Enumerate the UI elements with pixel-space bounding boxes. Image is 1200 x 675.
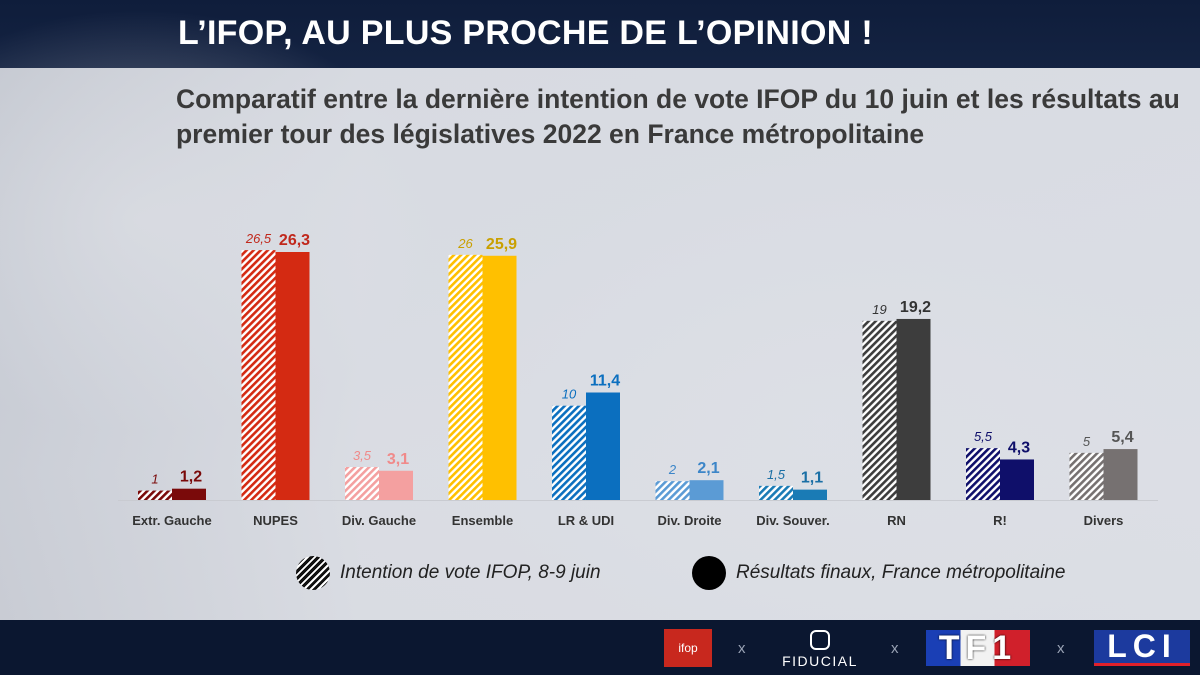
- data-label-ifop: 1,5: [767, 467, 786, 482]
- page-title: L’IFOP, AU PLUS PROCHE DE L’OPINION !: [178, 14, 873, 52]
- bar-final-result: [172, 488, 206, 500]
- fiducial-logo-text: FIDUCIAL: [782, 652, 858, 669]
- hatched-swatch-icon: [296, 556, 330, 590]
- category-label: NUPES: [253, 513, 298, 528]
- category-label: Ensemble: [452, 513, 513, 528]
- legend-label-final: Résultats finaux, France métropolitaine: [736, 562, 1066, 583]
- data-label-final: 11,4: [590, 373, 620, 390]
- category-label: Div. Droite: [657, 513, 721, 528]
- legend-item-final: Résultats finaux, France métropolitaine: [692, 556, 1066, 590]
- data-label-final: 26,3: [279, 232, 310, 249]
- data-label-final: 5,4: [1111, 429, 1133, 446]
- bar-ifop-intention: [1069, 452, 1104, 500]
- bar-final-result: [275, 252, 310, 500]
- data-label-final: 19,2: [900, 299, 931, 316]
- category-label: LR & UDI: [558, 513, 614, 528]
- data-label-final: 4,3: [1008, 439, 1030, 456]
- data-label-ifop: 19: [872, 302, 886, 317]
- chart-subtitle: Comparatif entre la dernière intention d…: [176, 84, 1180, 149]
- category-label: Extr. Gauche: [132, 513, 211, 528]
- bar-ifop-intention: [966, 448, 1000, 500]
- data-label-final: 1,2: [180, 469, 202, 486]
- data-label-final: 2,1: [697, 460, 719, 477]
- bar-final-result: [689, 480, 724, 500]
- data-label-ifop: 5,5: [974, 429, 993, 444]
- data-label-final: 1,1: [801, 470, 823, 487]
- tf1-logo-text: TF1: [938, 628, 1018, 667]
- data-label-ifop: 1: [151, 472, 158, 487]
- lci-logo-text: LCI: [1107, 628, 1177, 664]
- fiducial-mark-icon: [810, 629, 830, 650]
- bar-final-result: [1000, 459, 1034, 500]
- ifop-logo: ifop: [664, 629, 712, 667]
- bar-final-result: [896, 318, 931, 500]
- bar-final-result: [482, 255, 517, 500]
- category-label: RN: [887, 513, 906, 528]
- bar-ifop-intention: [862, 320, 897, 500]
- data-label-ifop: 5: [1083, 434, 1091, 449]
- bar-ifop-intention: [655, 481, 690, 500]
- bar-ifop-intention: [448, 254, 483, 500]
- bar-ifop-intention: [241, 250, 276, 500]
- legend-label-ifop: Intention de vote IFOP, 8-9 juin: [340, 562, 601, 583]
- bar-final-result: [379, 470, 413, 500]
- tf1-logo: TF1: [926, 628, 1030, 667]
- lci-logo: LCI: [1094, 628, 1190, 666]
- legend-item-ifop: Intention de vote IFOP, 8-9 juin: [296, 556, 601, 590]
- bar-final-result: [586, 392, 620, 500]
- bar-final-result: [793, 489, 827, 500]
- data-label-ifop: 26,5: [245, 231, 272, 246]
- category-label: R!: [993, 513, 1007, 528]
- bar-ifop-intention: [345, 466, 379, 500]
- data-label-final: 3,1: [387, 451, 409, 468]
- bar-ifop-intention: [759, 485, 793, 500]
- bar-final-result: [1103, 449, 1138, 500]
- data-label-ifop: 10: [562, 387, 577, 402]
- separator-x: x: [1057, 640, 1065, 657]
- category-label: Divers: [1084, 513, 1124, 528]
- data-label-ifop: 3,5: [353, 448, 372, 463]
- solid-swatch-icon: [692, 556, 726, 590]
- category-label: Div. Souver.: [756, 513, 829, 528]
- data-label-ifop: 26: [457, 236, 473, 251]
- chart-panel: [0, 68, 1200, 620]
- ifop-logo-text: ifop: [678, 641, 698, 655]
- bar-ifop-intention: [552, 405, 586, 500]
- separator-x: x: [738, 640, 746, 657]
- separator-x: x: [891, 640, 899, 657]
- fiducial-logo: FIDUCIAL: [772, 628, 868, 670]
- bar-ifop-intention: [138, 490, 172, 500]
- category-label: Div. Gauche: [342, 513, 416, 528]
- data-label-final: 25,9: [486, 236, 517, 253]
- data-label-ifop: 2: [668, 462, 677, 477]
